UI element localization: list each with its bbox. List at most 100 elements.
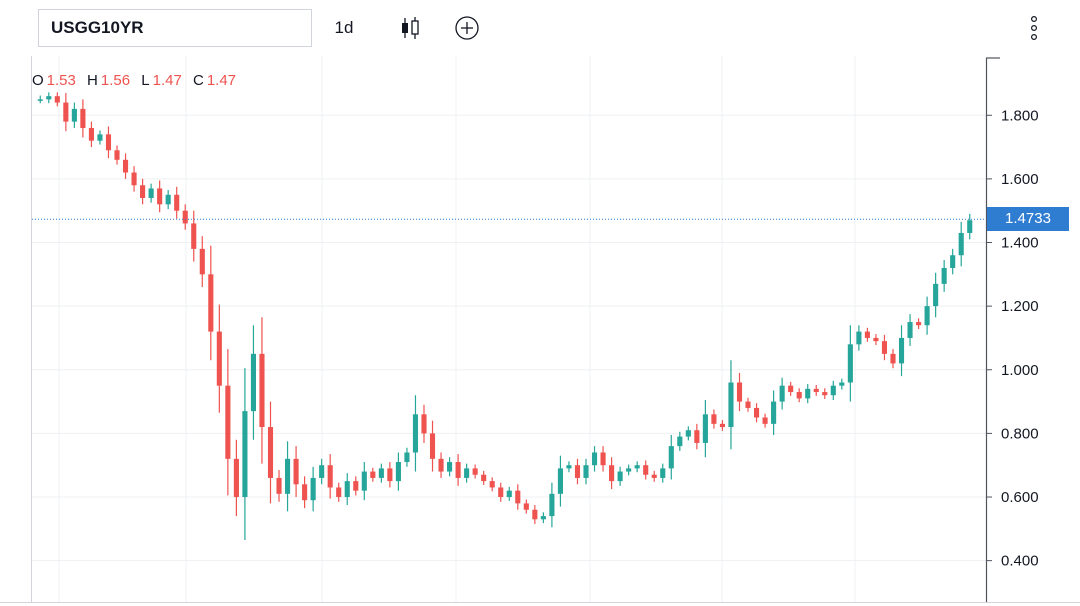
candle-body [839,382,845,386]
interval-button[interactable]: 1d [334,18,354,37]
candle-body [771,401,777,424]
candle [762,413,768,428]
grid-layer [32,0,986,602]
candle-body [600,452,606,466]
candle-body [685,430,691,437]
candle [455,454,461,486]
candle [481,470,487,485]
candle-body [728,382,734,428]
candle [515,484,521,510]
ohlc-legend: O 1.53 H 1.56 L 1.47 C 1.47 [32,72,243,89]
candle-body [609,465,615,482]
candle-body [583,465,589,478]
candle [617,466,623,486]
candle-body [455,462,461,478]
candle [412,395,419,472]
candle [464,463,470,483]
candle-body [157,188,163,205]
candle-body [344,481,350,498]
candle [447,457,453,477]
candle [105,126,112,159]
candle-body [140,185,146,198]
candle-body [319,465,325,478]
candle [839,378,845,390]
candle [336,482,342,502]
candle-body [549,493,555,517]
candle-body [378,468,384,478]
candle-body [830,385,836,396]
candle [327,454,333,499]
candle [498,482,504,502]
candle-body [250,353,257,412]
candle-body [447,462,453,472]
close-label: C [192,72,204,89]
candle-body [114,150,120,160]
candle [916,318,922,330]
symbol-search-box[interactable] [38,9,312,47]
candle [233,439,239,517]
candle-body [626,468,632,472]
candle [46,92,52,104]
candle [847,325,853,402]
candle-body [216,331,222,386]
candle [668,434,674,480]
candle [651,470,657,482]
candle-body [890,353,896,364]
candle-body [557,468,563,494]
candle-body [753,407,760,418]
open-value: 1.53 [46,72,76,89]
candle [472,464,478,479]
candle-body [199,248,205,275]
candle-body [958,232,964,256]
symbol-input[interactable] [39,10,311,46]
more-menu-button[interactable] [1018,9,1050,47]
candle-body [668,446,674,469]
candle-body [336,487,342,498]
candle [387,462,393,488]
candle [242,368,248,540]
candle [353,476,359,496]
candle-body [191,223,197,249]
chart-type-button[interactable] [390,9,430,47]
candle-body [779,385,785,402]
candle [302,476,308,509]
candle [958,221,964,267]
candle-body [310,477,316,501]
candle [711,409,717,429]
candle [702,399,708,458]
candle [609,457,615,490]
candle [788,381,794,396]
candle-body [523,503,529,510]
candle [634,461,640,473]
candle-body [174,194,180,211]
candle-body [361,471,367,491]
candle [131,166,137,192]
candle-body [54,96,60,103]
candle-body [694,430,700,443]
candle-body [788,385,794,393]
high-value: 1.56 [100,72,131,89]
candle-body [677,436,683,447]
candle [583,458,589,485]
candle [779,377,785,410]
candle-body [63,102,69,122]
candle [63,92,69,132]
candle [421,404,427,443]
candle [140,178,146,205]
compare-button[interactable] [446,9,488,47]
candle-body [950,255,956,268]
candle [191,210,197,262]
candle-body [498,487,504,498]
candle-body [88,127,94,141]
candle-body [924,306,930,326]
candle-body [762,417,768,424]
candle [856,325,862,351]
candle-body [293,458,299,485]
candle [574,458,581,485]
candle [148,183,154,203]
candle [719,420,726,431]
candle [898,325,905,377]
candle [813,385,819,396]
